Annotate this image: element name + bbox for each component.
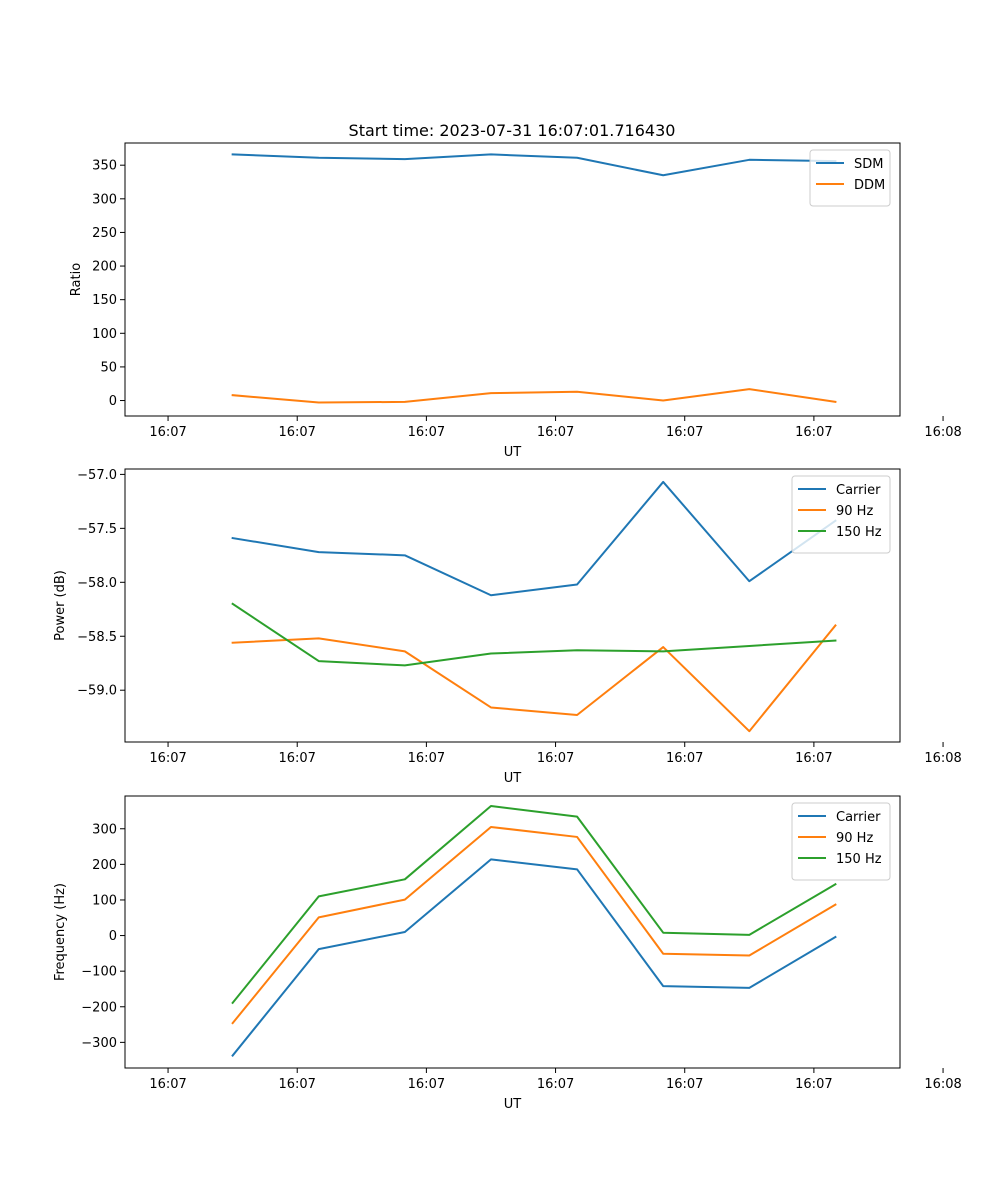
x-tick-label: 16:07 — [666, 425, 703, 440]
y-axis-label: Power (dB) — [53, 570, 68, 641]
y-tick-label: 300 — [92, 192, 117, 207]
legend-label: 90 Hz — [836, 504, 873, 519]
panels: 16:07 16:07 16:07 16:07 16:07 16:07 16:08 0 50 10… — [53, 142, 962, 1112]
x-tick-label: 16:08 — [924, 425, 961, 440]
legend-label: Carrier — [836, 483, 881, 498]
series-line-90-hz — [231, 624, 837, 733]
x-axis-label: UT — [504, 445, 522, 460]
y-tick-label: 350 — [92, 159, 117, 174]
y-tick-label: −57.5 — [77, 522, 117, 537]
axes-frame — [124, 142, 901, 417]
legend-label: 90 Hz — [836, 831, 873, 846]
x-tick-label: 16:07 — [408, 425, 445, 440]
series-line-carrier — [231, 480, 837, 597]
y-tick-label: 300 — [92, 822, 117, 837]
y-tick-label: −58.0 — [77, 576, 117, 591]
y-tick-label: −200 — [81, 1000, 117, 1015]
legend-box — [791, 475, 891, 554]
y-tick-label: −59.0 — [77, 684, 117, 699]
y-tick-label: 100 — [92, 893, 117, 908]
legend-box — [791, 802, 891, 881]
x-tick-label: 16:07 — [537, 751, 574, 766]
chart-panel-1: 16:07 16:07 16:07 16:07 16:07 16:07 16:08 0 50 10… — [69, 142, 962, 460]
y-tick-label: 0 — [109, 394, 117, 409]
x-axis-label: UT — [504, 771, 522, 786]
series-line-150-hz — [231, 602, 837, 667]
legend-label: 150 Hz — [836, 525, 882, 540]
legend: Carrier 90 Hz 150 Hz — [791, 475, 891, 554]
y-tick-label: 50 — [100, 360, 117, 375]
y-tick-label: −57.0 — [77, 468, 117, 483]
figure-title: Start time: 2023-07-31 16:07:01.716430 — [349, 121, 676, 140]
x-tick-label: 16:07 — [666, 1077, 703, 1092]
y-tick-label: 100 — [92, 327, 117, 342]
y-tick-label: 150 — [92, 293, 117, 308]
legend-label: DDM — [854, 178, 885, 193]
x-tick-label: 16:07 — [278, 425, 315, 440]
x-tick-label: 16:07 — [537, 425, 574, 440]
x-tick-label: 16:07 — [666, 751, 703, 766]
legend: SDM DDM — [809, 149, 891, 207]
x-axis-label: UT — [504, 1097, 522, 1112]
axes-frame — [124, 795, 901, 1069]
y-tick-label: −58.5 — [77, 630, 117, 645]
x-tick-label: 16:08 — [924, 751, 961, 766]
x-tick-label: 16:07 — [149, 425, 186, 440]
plot-area — [125, 796, 900, 1068]
x-tick-label: 16:07 — [408, 1077, 445, 1092]
series-line-carrier — [231, 858, 837, 1057]
x-tick-label: 16:07 — [278, 751, 315, 766]
legend-label: Carrier — [836, 810, 881, 825]
series-line-ddm — [231, 388, 837, 404]
y-tick-label: 200 — [92, 858, 117, 873]
chart-panel-2: 16:07 16:07 16:07 16:07 16:07 16:07 16:08 −59.0… — [53, 468, 962, 786]
y-axis-label: Frequency (Hz) — [53, 883, 68, 981]
x-tick-label: 16:07 — [795, 751, 832, 766]
plot-area — [125, 143, 900, 416]
y-tick-label: −100 — [81, 965, 117, 980]
legend-label: SDM — [854, 157, 883, 172]
x-tick-label: 16:07 — [149, 751, 186, 766]
y-tick-label: −300 — [81, 1036, 117, 1051]
x-tick-label: 16:07 — [408, 751, 445, 766]
series-line-90-hz — [231, 825, 837, 1025]
plot-area — [125, 469, 900, 742]
y-axis-label: Ratio — [69, 263, 84, 296]
series-line-sdm — [231, 153, 837, 177]
y-tick-label: 250 — [92, 226, 117, 241]
axes-frame — [124, 468, 901, 743]
y-tick-label: 0 — [109, 929, 117, 944]
y-tick-label: 200 — [92, 260, 117, 275]
chart-panel-3: 16:07 16:07 16:07 16:07 16:07 16:07 16:08 −300 −… — [53, 795, 962, 1112]
x-tick-label: 16:07 — [795, 425, 832, 440]
x-tick-label: 16:07 — [795, 1077, 832, 1092]
x-tick-label: 16:07 — [149, 1077, 186, 1092]
legend: Carrier 90 Hz 150 Hz — [791, 802, 891, 881]
x-tick-label: 16:07 — [278, 1077, 315, 1092]
series-line-150-hz — [231, 804, 837, 1005]
legend-label: 150 Hz — [836, 852, 882, 867]
x-tick-label: 16:07 — [537, 1077, 574, 1092]
x-tick-label: 16:08 — [924, 1077, 961, 1092]
